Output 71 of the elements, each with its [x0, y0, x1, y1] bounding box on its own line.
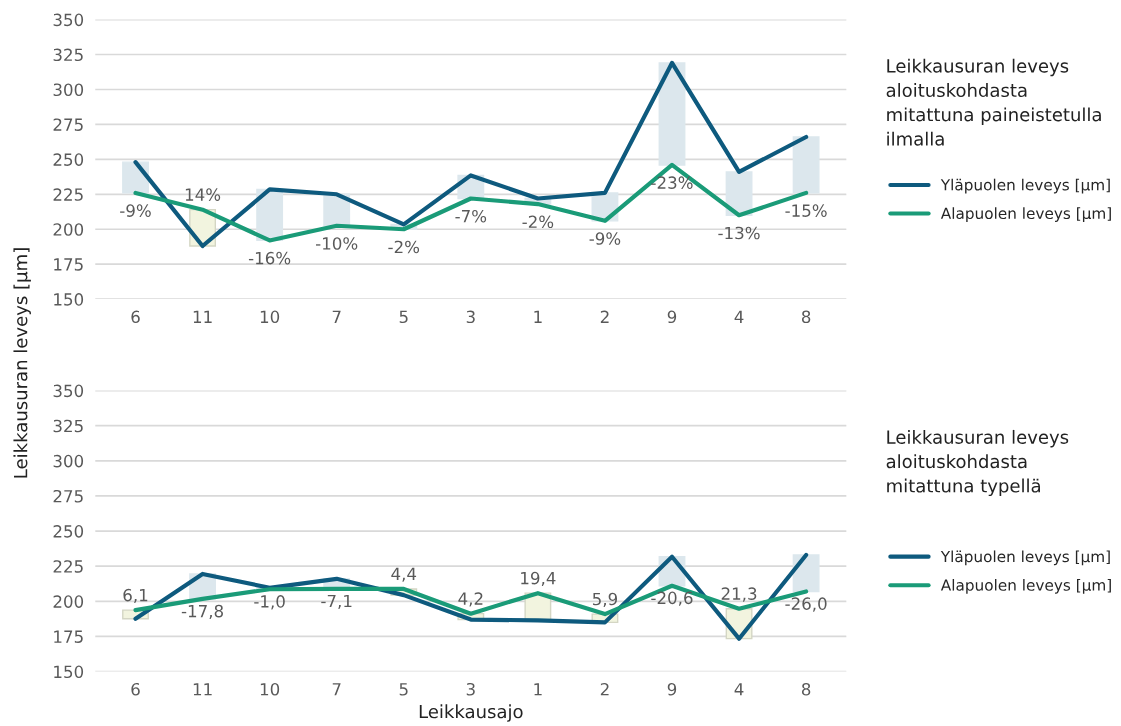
- y-tick-label: 350: [53, 384, 84, 398]
- x-tick-label: 5: [399, 310, 408, 324]
- annotation: -10%: [315, 237, 358, 250]
- y-tick-label: 350: [53, 13, 84, 27]
- y-tick-label: 250: [53, 525, 84, 538]
- annotation: -7%: [455, 209, 487, 223]
- annotation: -16%: [248, 251, 291, 265]
- data-label: -1,0: [254, 595, 285, 610]
- annotation: -2%: [522, 215, 554, 229]
- y-tick-label: 150: [54, 293, 84, 306]
- annotation: -13%: [718, 226, 760, 240]
- x-tick-label: 7: [332, 683, 341, 696]
- data-label: -7,1: [321, 594, 352, 609]
- x-tick-label: 6: [131, 682, 140, 696]
- y-axis-title: Leikkausuran leveys [µm]: [13, 248, 31, 478]
- x-tick-label: 11: [193, 310, 212, 323]
- legend-title: Leikkausuran leveys aloituskohdasta mitattuna paineistetulla ilmalla: [886, 58, 1101, 146]
- data-label: 5,9: [592, 592, 618, 608]
- x-tick-label: 3: [466, 682, 475, 696]
- data-label: -20,6: [651, 591, 693, 606]
- x-tick-label: 2: [600, 682, 609, 696]
- y-tick-label: 300: [53, 454, 84, 468]
- y-tick-label: 200: [53, 595, 84, 608]
- y-tick-label: 300: [53, 83, 84, 97]
- legend-title: Leikkausuran leveys aloituskohdasta mitattuna typellä: [886, 429, 1069, 497]
- data-label: 21,3: [721, 587, 757, 602]
- y-tick-label: 275: [53, 489, 83, 503]
- bar: [792, 136, 820, 194]
- y-tick-label: 200: [53, 223, 84, 236]
- x-tick-label: 1: [534, 310, 542, 323]
- x-tick-label: 3: [466, 310, 475, 324]
- data-label: -26,0: [785, 597, 827, 612]
- x-tick-label: 8: [801, 310, 811, 324]
- y-tick-label: 250: [53, 153, 84, 166]
- annotation: -23%: [651, 176, 693, 189]
- x-tick-label: 9: [667, 310, 677, 324]
- x-tick-label: 5: [399, 683, 408, 696]
- legend-label: Alapuolen leveys [µm]: [940, 578, 1111, 594]
- x-tick-label: 7: [332, 310, 341, 323]
- legend-label: Yläpuolen leveys [µm]: [940, 550, 1110, 566]
- x-tick-label: 4: [734, 683, 744, 696]
- x-axis-title: Leikkausajo: [419, 704, 523, 722]
- x-tick-label: 9: [667, 682, 677, 696]
- x-tick-label: 2: [600, 310, 609, 323]
- y-tick-label: 175: [54, 630, 83, 643]
- data-label: 4,4: [391, 567, 417, 582]
- annotation: -15%: [785, 204, 827, 217]
- x-tick-label: 1: [534, 683, 542, 696]
- annotation: -9%: [120, 204, 151, 217]
- y-tick-label: 325: [53, 48, 83, 62]
- y-tick-label: 150: [54, 665, 84, 679]
- data-label: 4,2: [458, 592, 483, 607]
- x-tick-label: 6: [131, 310, 140, 324]
- legend-label: Yläpuolen leveys [µm]: [940, 178, 1110, 194]
- annotation: 14%: [185, 188, 221, 201]
- legend-label: Alapuolen leveys [µm]: [940, 207, 1111, 223]
- x-tick-label: 11: [193, 683, 212, 696]
- x-tick-label: 4: [734, 310, 744, 323]
- y-tick-label: 175: [54, 258, 83, 271]
- x-tick-label: 8: [801, 682, 811, 696]
- y-tick-label: 325: [53, 419, 83, 433]
- data-label: 6,1: [123, 588, 148, 604]
- x-tick-label: 10: [260, 682, 280, 696]
- data-label: 19,4: [521, 571, 556, 587]
- x-tick-label: 10: [260, 310, 280, 324]
- annotation: -9%: [589, 232, 621, 245]
- annotation: -2%: [388, 240, 420, 254]
- data-label: -17,8: [181, 604, 223, 620]
- y-tick-label: 225: [53, 560, 83, 573]
- y-tick-label: 275: [53, 118, 83, 131]
- y-tick-label: 225: [53, 188, 83, 201]
